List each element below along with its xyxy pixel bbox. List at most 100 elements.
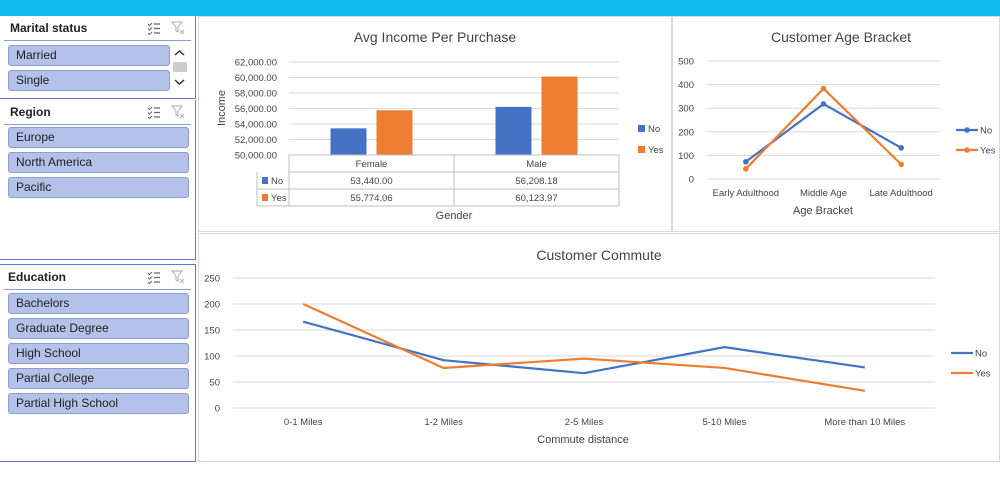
- x-tick-label: 0-1 Miles: [284, 417, 323, 428]
- top-header-bar: [0, 0, 1000, 16]
- y-tick-label: 56,000.00: [235, 104, 277, 115]
- bar-yes-female: [376, 110, 413, 155]
- y-tick-label: 58,000.00: [235, 89, 277, 100]
- y-tick-label: 50: [209, 378, 220, 389]
- slicer-marital-status: Marital status Married Single: [0, 16, 196, 99]
- series-line-no: [745, 102, 902, 163]
- y-tick-label: 150: [204, 326, 220, 337]
- x-axis-label: Gender: [436, 210, 473, 222]
- slicer-title: Marital status: [10, 21, 88, 35]
- bar-no-male: [495, 106, 532, 155]
- slicer-item-single[interactable]: Single: [8, 70, 170, 91]
- series-line-yes: [745, 87, 902, 170]
- slicer-title: Education: [8, 270, 67, 284]
- slicer-item-north-america[interactable]: North America: [8, 152, 189, 173]
- slicer-item-partial-high-school[interactable]: Partial High School: [8, 393, 189, 414]
- chart-title: Avg Income Per Purchase: [354, 29, 517, 45]
- legend-label: Yes: [648, 145, 664, 156]
- slicer-education: Education Bachelors Graduate Degree High…: [0, 264, 196, 462]
- legend-label: No: [648, 124, 660, 135]
- y-tick-label: 200: [678, 127, 694, 138]
- legend-key-no: [638, 125, 645, 132]
- chevron-down-icon[interactable]: [174, 79, 185, 86]
- table-series-name: No: [271, 176, 283, 187]
- x-tick-label: Early Adulthood: [713, 188, 780, 199]
- chart-commute: Customer Commute 0 50 100 150 200 250 0-1 Miles…: [198, 233, 1000, 462]
- slicer-title: Region: [10, 105, 51, 119]
- series-line-no: [302, 320, 865, 375]
- data-label: 60,123.97: [515, 193, 557, 204]
- slicer-item-married[interactable]: Married: [8, 45, 170, 66]
- multi-select-icon[interactable]: [147, 21, 161, 35]
- data-point-yes: [820, 85, 827, 92]
- chevron-up-icon[interactable]: [174, 49, 185, 56]
- slicer-item-partial-college[interactable]: Partial College: [8, 368, 189, 389]
- y-tick-label: 250: [204, 274, 220, 285]
- clear-filter-icon[interactable]: [171, 105, 185, 119]
- scrollbar-thumb[interactable]: [173, 62, 187, 72]
- x-axis-label: Age Bracket: [793, 205, 853, 217]
- y-tick-label: 300: [678, 104, 694, 115]
- y-tick-label: 200: [204, 300, 220, 311]
- x-tick-label: Late Adulthood: [869, 188, 932, 199]
- y-tick-label: 50,000.00: [235, 151, 277, 162]
- slicer-header: Education: [0, 265, 195, 290]
- table-legend-key: [262, 177, 268, 184]
- legend-label: Yes: [980, 146, 996, 157]
- y-axis-label: Income: [216, 90, 228, 126]
- y-tick-label: 62,000.00: [235, 58, 277, 69]
- slicer-header: Region: [0, 100, 195, 125]
- data-label: 56,208.18: [515, 176, 557, 187]
- legend-label: No: [975, 349, 987, 360]
- x-tick-label: 1-2 Miles: [424, 417, 463, 428]
- legend-label: Yes: [975, 369, 991, 380]
- chart-age-bracket: Customer Age Bracket 0 100 200 300 400 500 Earl…: [672, 16, 1000, 232]
- slicer-item-high-school[interactable]: High School: [8, 343, 189, 364]
- y-tick-label: 400: [678, 80, 694, 91]
- y-tick-label: 500: [678, 57, 694, 68]
- data-point-no: [820, 101, 827, 107]
- y-tick-label: 100: [204, 352, 220, 363]
- slicer-region: Region Europe North America Pacific: [0, 100, 196, 260]
- clear-filter-icon[interactable]: [171, 21, 185, 35]
- legend-marker: [964, 147, 970, 153]
- table-series-name: Yes: [271, 193, 287, 204]
- x-tick-label: More than 10 Miles: [824, 417, 905, 428]
- legend-marker: [964, 127, 970, 133]
- data-point-yes: [743, 166, 749, 172]
- y-tick-label: 54,000.00: [235, 120, 277, 131]
- data-label: 55,774.06: [350, 193, 392, 204]
- data-point-yes: [898, 161, 904, 168]
- x-tick-label: Female: [356, 159, 388, 170]
- slicer-scrollbar[interactable]: [171, 45, 188, 91]
- slicer-item-bachelors[interactable]: Bachelors: [8, 293, 189, 314]
- multi-select-icon[interactable]: [147, 270, 161, 284]
- chart-avg-income: Avg Income Per Purchase 50,000.00 52,000.0…: [198, 16, 672, 232]
- y-tick-label: 0: [689, 175, 694, 186]
- legend-label: No: [980, 126, 992, 137]
- x-tick-label: Male: [526, 159, 547, 170]
- y-tick-label: 100: [678, 151, 694, 162]
- bar-no-female: [330, 128, 367, 155]
- table-legend-key: [262, 194, 268, 201]
- bar-yes-male: [541, 76, 578, 155]
- slicer-item-europe[interactable]: Europe: [8, 127, 189, 148]
- x-tick-label: 5-10 Miles: [702, 417, 746, 428]
- slicer-item-pacific[interactable]: Pacific: [8, 177, 189, 198]
- y-tick-label: 52,000.00: [235, 135, 277, 146]
- slicer-header: Marital status: [0, 16, 195, 41]
- x-tick-label: 2-5 Miles: [565, 417, 604, 428]
- x-tick-label: Middle Age: [800, 188, 847, 199]
- series-line-yes: [302, 302, 865, 392]
- data-label: 53,440.00: [350, 176, 392, 187]
- chart-title: Customer Age Bracket: [771, 29, 911, 45]
- legend-key-yes: [638, 146, 645, 153]
- slicer-item-graduate-degree[interactable]: Graduate Degree: [8, 318, 189, 339]
- multi-select-icon[interactable]: [147, 105, 161, 119]
- data-point-no: [743, 158, 749, 165]
- x-axis-label: Commute distance: [537, 434, 629, 446]
- y-tick-label: 0: [215, 404, 220, 415]
- chart-title: Customer Commute: [536, 247, 661, 263]
- clear-filter-icon[interactable]: [171, 270, 185, 284]
- data-point-no: [898, 145, 904, 151]
